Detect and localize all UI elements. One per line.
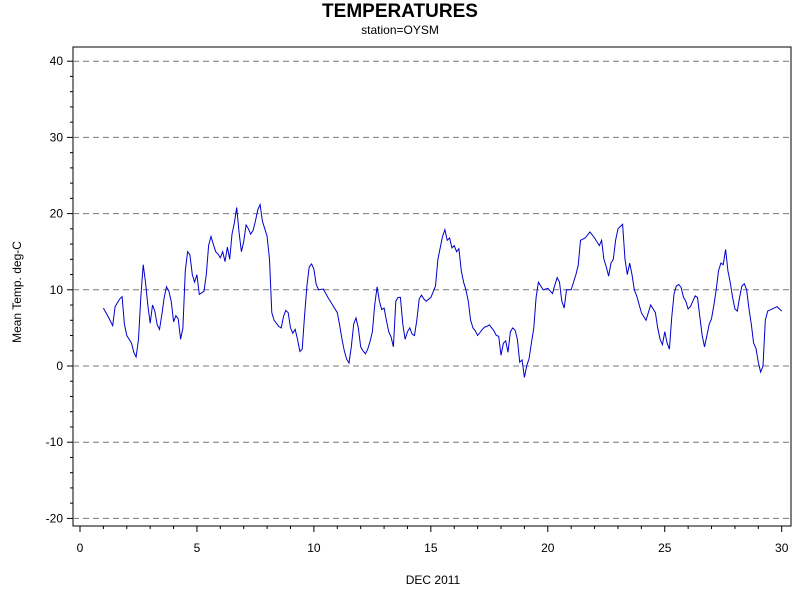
y-tick-label: 20 [50, 207, 64, 221]
chart-title: TEMPERATURES [322, 1, 478, 22]
y-tick-label: 0 [56, 359, 63, 373]
x-tick-label: 30 [775, 541, 789, 555]
y-axis: 40 30 20 10 0 -10 -20 [46, 54, 73, 525]
x-tick-label: 20 [541, 541, 555, 555]
y-tick-label: 40 [50, 54, 64, 68]
plot-area [72, 46, 792, 527]
y-axis-label: Mean Temp. deg-C [10, 241, 24, 343]
x-tick-label: 5 [194, 541, 201, 555]
y-tick-label: -20 [46, 511, 64, 525]
x-axis: 0 5 10 15 20 25 30 [77, 526, 789, 555]
x-tick-label: 25 [658, 541, 672, 555]
x-tick-label: 15 [424, 541, 438, 555]
x-tick-label: 0 [77, 541, 84, 555]
gridlines [73, 60, 791, 519]
x-tick-label: 10 [307, 541, 321, 555]
x-axis-label: DEC 2011 [405, 573, 461, 587]
chart-subtitle: station=OYSM [361, 23, 439, 37]
temperature-line [102, 202, 783, 378]
y-tick-label: 30 [50, 130, 64, 144]
y-tick-label: 10 [50, 283, 64, 297]
y-tick-label: -10 [46, 435, 64, 449]
